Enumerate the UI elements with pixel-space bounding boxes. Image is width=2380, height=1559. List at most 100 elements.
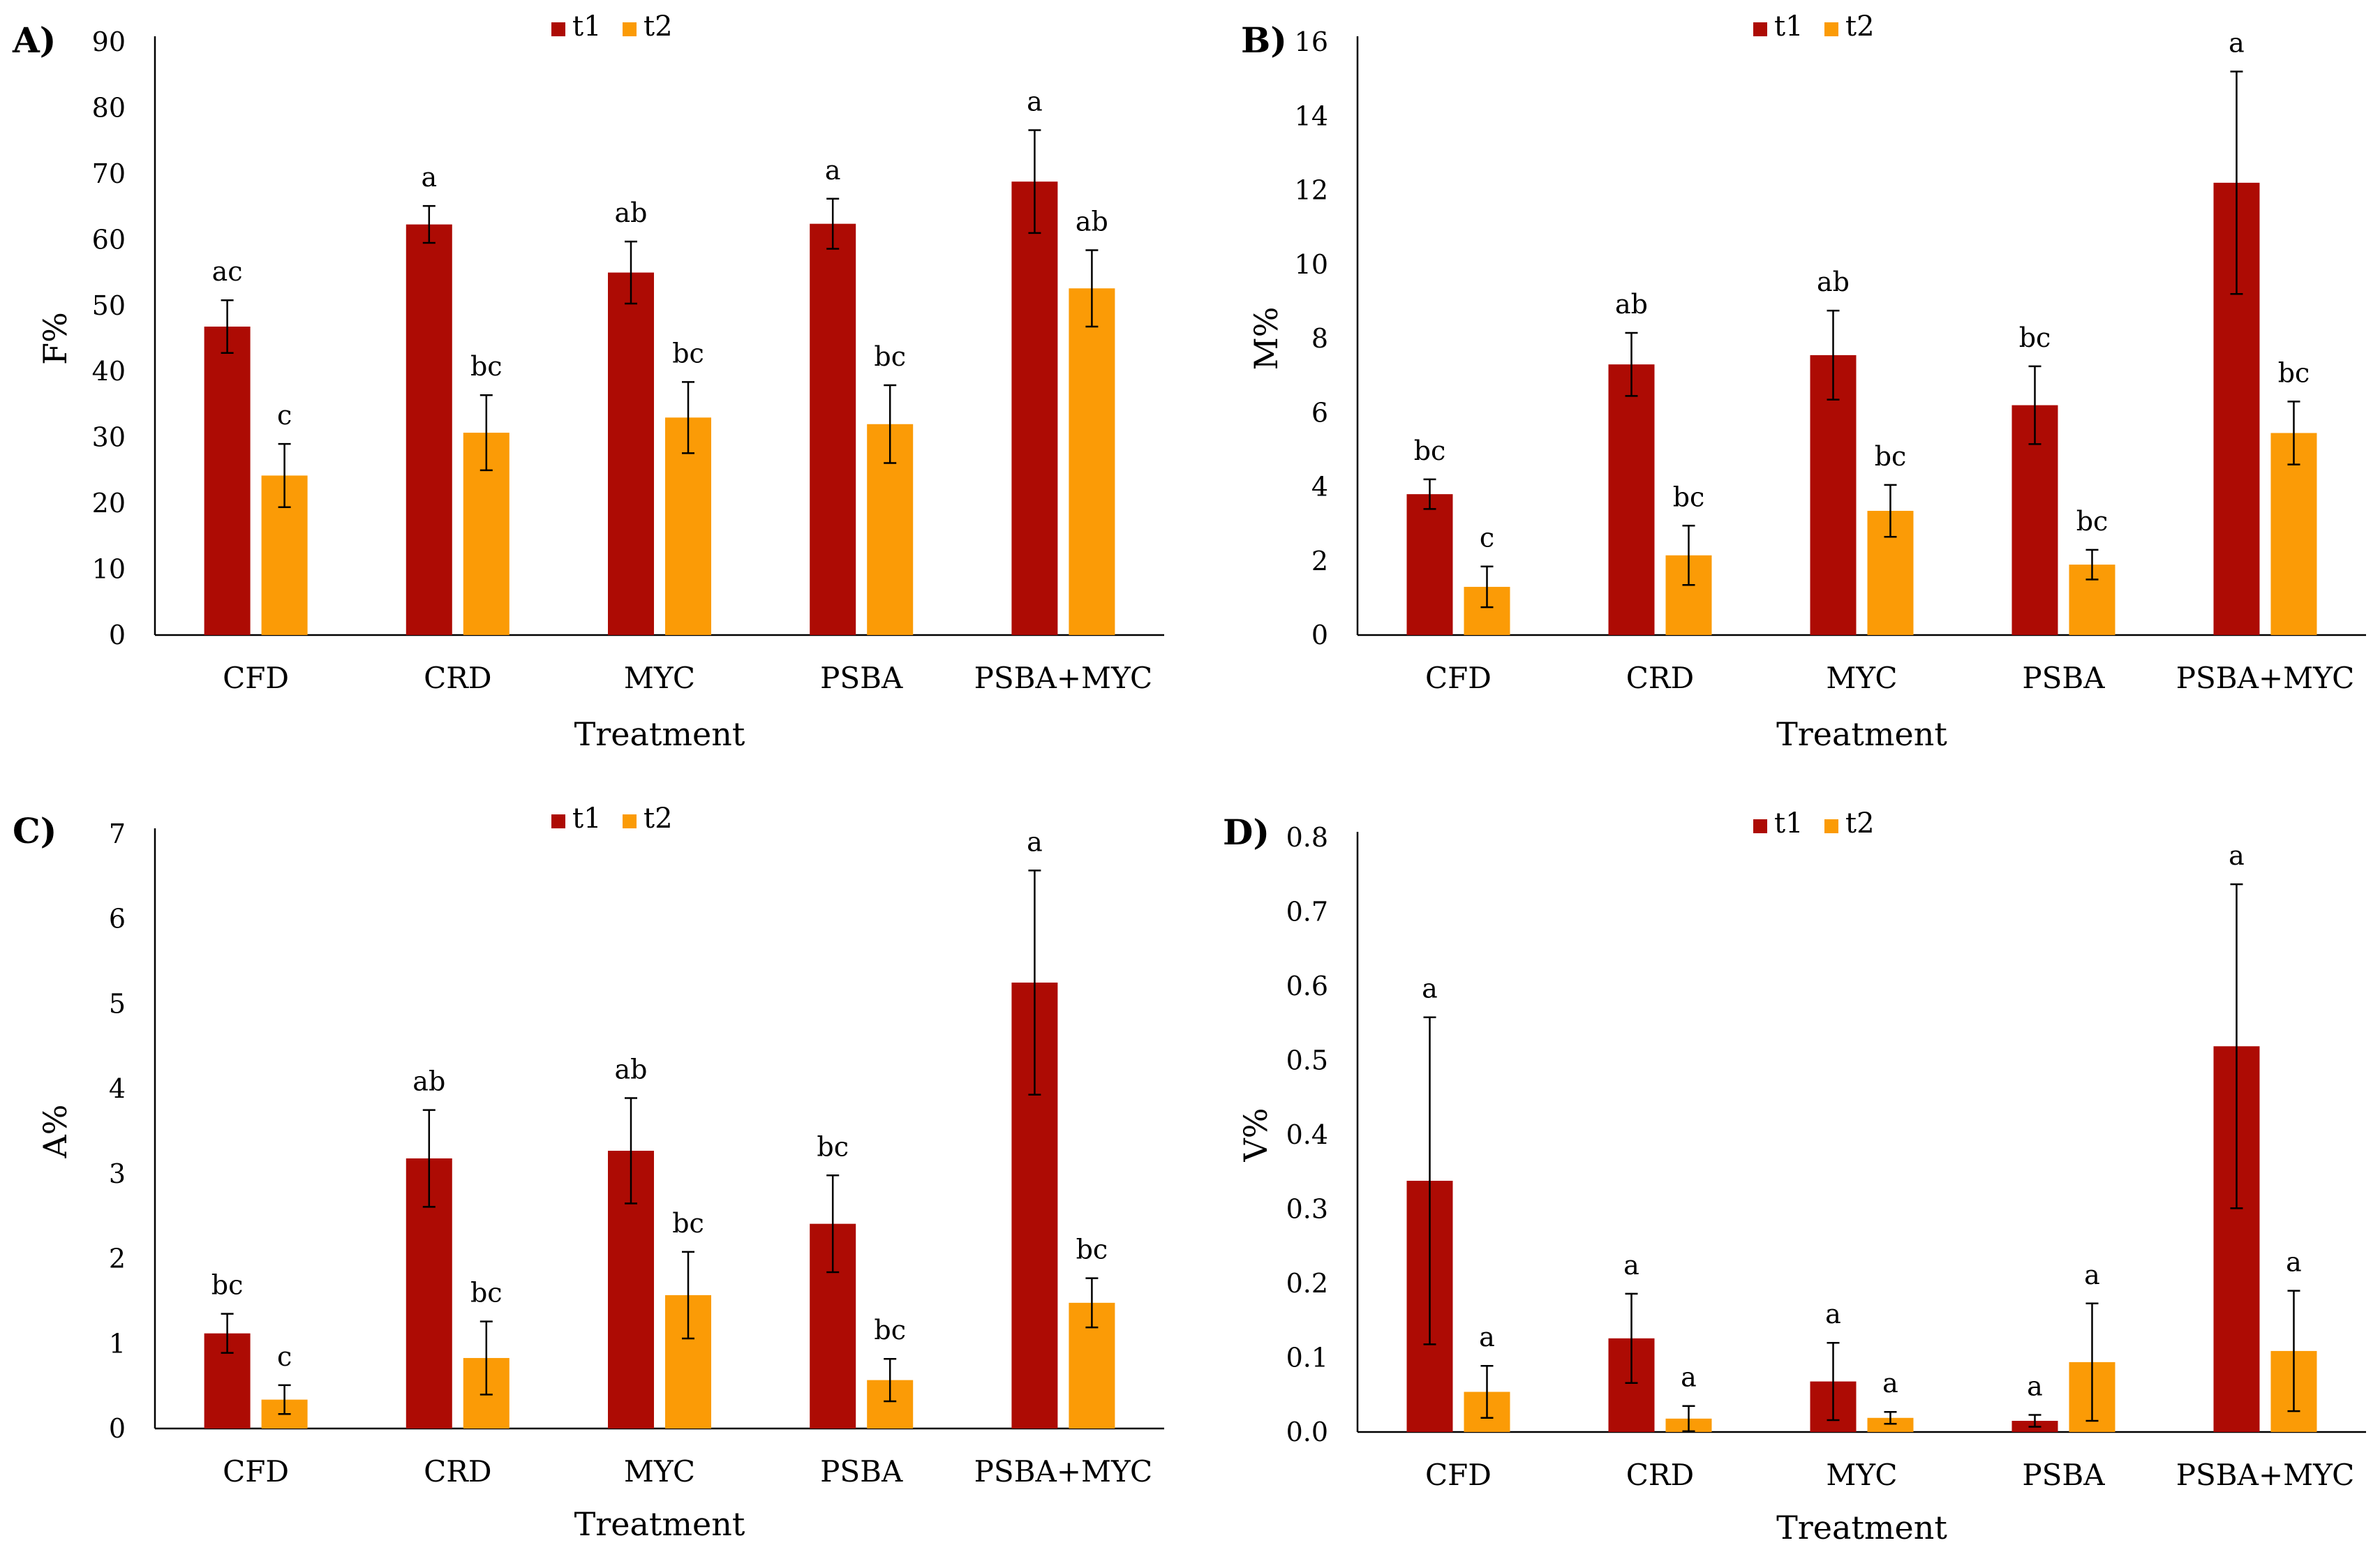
significance-label: bc: [1875, 441, 1907, 472]
significance-label: bc: [470, 1278, 503, 1308]
legend-label-t2: t2: [1845, 807, 1875, 840]
bar-t2-psba-myc: [2270, 433, 2317, 635]
bar-t1-crd: [406, 224, 452, 636]
significance-label: ab: [1817, 267, 1850, 297]
category-label: CFD: [1425, 661, 1492, 695]
y-tick-label: 0.0: [1286, 1417, 1328, 1447]
category-label: PSBA+MYC: [2176, 661, 2355, 695]
y-tick-label: 30: [92, 422, 126, 453]
bar-t2-psba-myc: [1069, 288, 1115, 635]
significance-label: a: [1027, 87, 1043, 117]
y-tick-label: 60: [92, 224, 126, 255]
significance-label: ab: [615, 197, 648, 228]
y-tick-label: 14: [1295, 100, 1328, 131]
category-label: CFD: [1425, 1458, 1492, 1492]
y-axis-title: V%: [1237, 1108, 1274, 1163]
y-axis-title: F%: [36, 312, 74, 365]
legend-label-t1: t1: [572, 10, 602, 43]
y-tick-label: 4: [109, 1073, 126, 1104]
bar-t1-myc: [608, 272, 654, 635]
y-tick-label: 10: [92, 554, 126, 585]
bar-t1-psba-myc: [1011, 181, 1058, 635]
y-tick-label: 3: [109, 1158, 126, 1189]
y-tick-label: 8: [1311, 323, 1328, 354]
y-tick-label: 20: [92, 488, 126, 519]
y-tick-label: 0.5: [1286, 1045, 1328, 1076]
legend-swatch-t2: [623, 22, 637, 36]
significance-label: a: [1422, 974, 1438, 1004]
legend-swatch-t1: [551, 22, 565, 36]
significance-label: ac: [212, 256, 243, 287]
bar-t2-myc: [1867, 1417, 1914, 1432]
y-axis-title: M%: [1247, 307, 1285, 371]
significance-label: bc: [2019, 322, 2051, 353]
significance-label: bc: [1414, 435, 1446, 466]
legend-swatch-t1: [1753, 22, 1767, 36]
legend-label-t1: t1: [1774, 10, 1803, 43]
significance-label: bc: [1076, 1234, 1108, 1265]
bar-t1-myc: [1810, 355, 1857, 635]
y-tick-label: 80: [92, 92, 126, 123]
significance-label: bc: [2076, 506, 2108, 537]
significance-label: ab: [412, 1066, 445, 1097]
significance-label: a: [2286, 1247, 2302, 1278]
y-tick-label: 0.2: [1286, 1268, 1328, 1299]
significance-label: a: [1825, 1299, 1841, 1329]
y-tick-label: 16: [1295, 27, 1328, 57]
legend-swatch-t2: [1824, 819, 1838, 833]
legend-label-t1: t1: [572, 803, 602, 835]
y-tick-label: 0.8: [1286, 822, 1328, 853]
y-tick-label: 50: [92, 290, 126, 321]
y-tick-label: 0: [109, 1413, 126, 1444]
x-axis-title: Treatment: [1776, 715, 1947, 753]
category-label: MYC: [1826, 661, 1897, 695]
significance-label: a: [2229, 28, 2245, 59]
y-tick-label: 5: [109, 988, 126, 1019]
significance-label: bc: [2278, 357, 2310, 388]
category-label: CFD: [223, 1454, 289, 1489]
y-tick-label: 0: [109, 620, 126, 650]
category-label: CFD: [223, 661, 289, 695]
category-label: MYC: [1826, 1458, 1897, 1492]
y-tick-label: 7: [109, 819, 126, 849]
y-tick-label: 1: [109, 1328, 126, 1359]
y-tick-label: 0.7: [1286, 897, 1328, 927]
significance-label: bc: [817, 1131, 849, 1162]
significance-label: a: [2027, 1371, 2043, 1402]
y-tick-label: 0: [1311, 620, 1328, 650]
y-tick-label: 12: [1295, 175, 1328, 206]
panel-label: D): [1223, 812, 1270, 853]
significance-label: a: [1479, 1322, 1495, 1352]
significance-label: a: [1882, 1368, 1898, 1398]
significance-label: a: [2229, 840, 2245, 871]
legend-swatch-t2: [623, 814, 637, 828]
chart-panel-4: D) 0.0 0.1 0.2 0.3 0.4 0.5 0.6 0.7 0.8 V% Treatment…: [1223, 807, 2366, 1546]
y-tick-label: 40: [92, 356, 126, 387]
category-label: PSBA+MYC: [974, 1454, 1153, 1489]
chart-panel-1: A) 0 10 20 30 40 50 60 70 80 90 F% Treatment CFD ac c CR…: [12, 10, 1164, 753]
legend-label-t2: t2: [644, 10, 673, 43]
category-label: PSBA: [2022, 661, 2105, 695]
legend-swatch-t2: [1824, 22, 1838, 36]
y-tick-label: 4: [1311, 472, 1328, 502]
chart-panel-3: C) 0 1 2 3 4 5 6 7 A% Treatment CFD bc c CRD ab bc MYC ab b…: [13, 803, 1164, 1543]
significance-label: a: [825, 155, 841, 186]
category-label: CRD: [1626, 1458, 1694, 1492]
significance-label: bc: [1673, 482, 1705, 512]
y-tick-label: 6: [1311, 397, 1328, 428]
legend-label-t2: t2: [1845, 10, 1875, 43]
chart-panel-2: B) 0 2 4 6 8 10 12 14 16 M% Treatment CFD bc c CRD ab bc M…: [1241, 10, 2366, 753]
legend-swatch-t1: [1753, 819, 1767, 833]
bar-t1-crd: [1608, 364, 1655, 635]
y-tick-label: 6: [109, 904, 126, 934]
y-tick-label: 0.3: [1286, 1194, 1328, 1225]
significance-label: a: [1623, 1250, 1639, 1281]
category-label: PSBA+MYC: [974, 661, 1153, 695]
panel-label: B): [1241, 20, 1287, 61]
y-tick-label: 0.4: [1286, 1119, 1328, 1150]
category-label: MYC: [624, 661, 695, 695]
significance-label: a: [421, 162, 437, 193]
significance-label: bc: [672, 1208, 704, 1239]
x-axis-title: Treatment: [1776, 1509, 1947, 1546]
